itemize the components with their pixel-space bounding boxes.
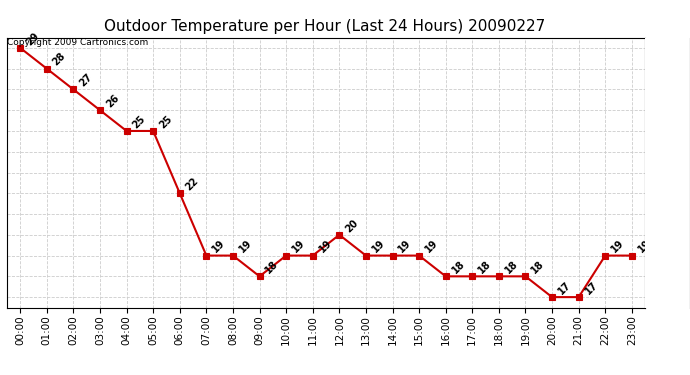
Text: 22: 22 xyxy=(184,176,201,192)
Text: 19: 19 xyxy=(370,238,386,255)
Text: Outdoor Temperature per Hour (Last 24 Hours) 20090227: Outdoor Temperature per Hour (Last 24 Ho… xyxy=(104,19,545,34)
Text: 17: 17 xyxy=(556,280,573,296)
Text: 18: 18 xyxy=(264,259,280,276)
Text: 19: 19 xyxy=(636,238,653,255)
Text: 28: 28 xyxy=(51,51,68,68)
Text: 19: 19 xyxy=(317,238,333,255)
Text: 19: 19 xyxy=(237,238,254,255)
Text: 25: 25 xyxy=(130,114,148,130)
Text: 19: 19 xyxy=(290,238,307,255)
Text: Copyright 2009 Cartronics.com: Copyright 2009 Cartronics.com xyxy=(7,38,148,46)
Text: 26: 26 xyxy=(104,93,121,110)
Text: 18: 18 xyxy=(450,259,466,276)
Text: 19: 19 xyxy=(210,238,227,255)
Text: 29: 29 xyxy=(24,30,41,47)
Text: 19: 19 xyxy=(609,238,626,255)
Text: 17: 17 xyxy=(583,280,600,296)
Text: 19: 19 xyxy=(397,238,413,255)
Text: 18: 18 xyxy=(477,259,493,276)
Text: 20: 20 xyxy=(344,217,360,234)
Text: 18: 18 xyxy=(530,259,546,276)
Text: 18: 18 xyxy=(503,259,520,276)
Text: 19: 19 xyxy=(423,238,440,255)
Text: 25: 25 xyxy=(157,114,174,130)
Text: 27: 27 xyxy=(77,72,94,88)
